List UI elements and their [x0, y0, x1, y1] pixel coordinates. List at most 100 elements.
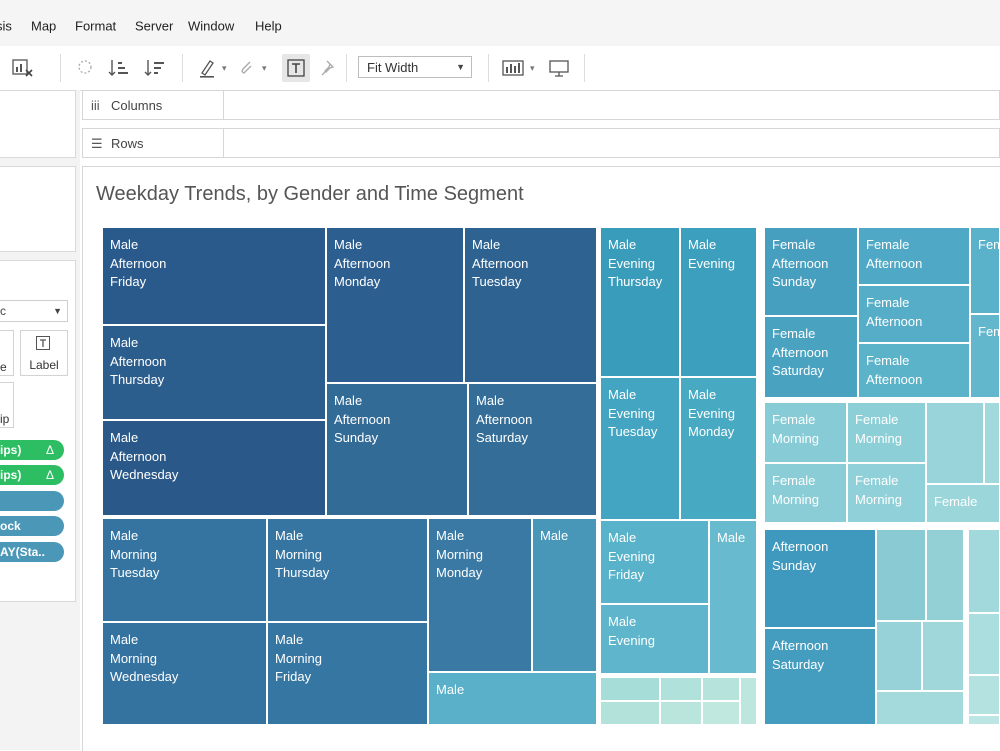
- pill-dimension-1[interactable]: [0, 491, 64, 511]
- tile-female-morning-b[interactable]: Female Morning: [847, 402, 926, 463]
- tile-male-afternoon-sunday[interactable]: Male Afternoon Sunday: [326, 383, 468, 516]
- tile-female-small[interactable]: [968, 715, 1000, 725]
- tile-female-small[interactable]: [968, 675, 1000, 715]
- menu-format[interactable]: Format: [75, 18, 117, 34]
- tile-male-morning-friday[interactable]: Male Morning Friday: [267, 622, 428, 725]
- tile-male-evening-thursday[interactable]: Male Evening Thursday: [600, 227, 680, 377]
- tile-female-small[interactable]: [876, 691, 964, 725]
- tile-male-morning-tuesday[interactable]: Male Morning Tuesday: [102, 518, 267, 622]
- tile-female-morning-small[interactable]: [926, 402, 984, 484]
- lasso-icon[interactable]: [74, 57, 96, 79]
- pill-dimension-time-block[interactable]: ock: [0, 516, 64, 536]
- tile-label-line: Evening: [608, 632, 655, 648]
- show-labels-icon[interactable]: [282, 54, 310, 82]
- tile-male-afternoon-monday[interactable]: Male Afternoon Monday: [326, 227, 464, 383]
- toolbar-separator: [488, 54, 489, 82]
- tile-female-morning-e[interactable]: Female: [926, 484, 1000, 523]
- annotate-icon[interactable]: [236, 57, 258, 79]
- tile-male-morning-monday[interactable]: Male Morning Monday: [428, 518, 532, 672]
- tile-female-afternoon-partial-b[interactable]: Fem: [970, 314, 1000, 398]
- tile-female-afternoon-partial-a[interactable]: Fem: [970, 227, 1000, 314]
- tile-label-line: Male: [608, 237, 637, 252]
- tile-male-evening-other[interactable]: Male: [709, 520, 757, 674]
- tile-label-line: Male: [110, 237, 139, 252]
- clear-sheet-icon[interactable]: [12, 57, 34, 79]
- pin-icon[interactable]: [318, 57, 340, 79]
- tile-small-cell[interactable]: [660, 701, 702, 725]
- tile-male-evening-wednesday[interactable]: Male Evening: [680, 227, 757, 377]
- tile-female-afternoon-saturday[interactable]: Female Afternoon Saturday: [764, 316, 858, 398]
- menu-help[interactable]: Help: [255, 18, 282, 34]
- presentation-icon[interactable]: [548, 57, 570, 79]
- tile-label-line: Morning: [855, 491, 902, 507]
- tile-small-cell[interactable]: [702, 701, 740, 725]
- show-me-icon[interactable]: [502, 57, 524, 79]
- tile-female-morning-small[interactable]: [984, 402, 1000, 484]
- tile-female-afternoon-a[interactable]: Female Afternoon: [858, 227, 970, 285]
- tile-female-small[interactable]: [926, 529, 964, 621]
- tile-female-afternoon-c[interactable]: Female Afternoon: [858, 343, 970, 398]
- tile-male-afternoon-saturday[interactable]: Male Afternoon Saturday: [468, 383, 597, 516]
- show-me-caret-icon[interactable]: ▾: [530, 63, 535, 73]
- tile-label-line: Sunday: [772, 274, 817, 289]
- tile-male-evening-tuesday[interactable]: Male Evening Tuesday: [600, 377, 680, 520]
- menu-analysis[interactable]: sis: [0, 18, 12, 34]
- tile-female-afternoon-sunday[interactable]: Female Afternoon Sunday: [764, 227, 858, 316]
- rows-icon: ☰: [91, 136, 103, 151]
- tile-male-morning-small[interactable]: Male: [428, 672, 597, 725]
- tile-label-line: Thursday: [110, 372, 165, 387]
- rows-shelf[interactable]: ☰ Rows: [82, 128, 1000, 158]
- tile-female-small[interactable]: [922, 621, 964, 691]
- tile-male-evening-monday[interactable]: Male Evening Monday: [680, 377, 757, 520]
- tile-female-small[interactable]: [876, 621, 922, 691]
- fit-width-select[interactable]: Fit Width ▼: [358, 56, 472, 78]
- highlight-icon[interactable]: [196, 57, 218, 79]
- tooltip-button[interactable]: ip: [0, 382, 14, 428]
- tile-male-morning-other[interactable]: Male: [532, 518, 597, 672]
- tile-male-evening-small[interactable]: Male Evening: [600, 604, 709, 674]
- tile-female-small[interactable]: [876, 529, 926, 621]
- tile-label-line: Afternoon: [110, 353, 167, 369]
- tile-male-morning-thursday[interactable]: Male Morning Thursday: [267, 518, 428, 622]
- tile-small-cell[interactable]: [600, 701, 660, 725]
- mark-type-select[interactable]: c ▼: [0, 300, 68, 322]
- pill-measure-tips-1[interactable]: ips) Δ: [0, 440, 64, 460]
- tile-small-cell[interactable]: [660, 677, 702, 701]
- tile-female-afternoon-b[interactable]: Female Afternoon: [858, 285, 970, 343]
- tile-female-small[interactable]: [968, 613, 1000, 675]
- tile-label-line: Morning: [275, 650, 322, 666]
- tile-small-cell[interactable]: [740, 677, 757, 725]
- pill-measure-tips-2[interactable]: ips) Δ: [0, 465, 64, 485]
- tile-female-morning-a[interactable]: Female Morning: [764, 402, 847, 463]
- tile-label-line: Male: [110, 430, 139, 445]
- tile-female-morning-c[interactable]: Female Morning: [764, 463, 847, 523]
- tile-male-evening-friday[interactable]: Male Evening Friday: [600, 520, 709, 604]
- sort-descending-icon[interactable]: [144, 57, 166, 79]
- annotate-caret-icon[interactable]: ▾: [262, 63, 267, 73]
- tile-male-afternoon-tuesday[interactable]: Male Afternoon Tuesday: [464, 227, 597, 383]
- tile-afternoon-saturday[interactable]: Afternoon Saturday: [764, 628, 876, 725]
- tile-male-morning-wednesday[interactable]: Male Morning Wednesday: [102, 622, 267, 725]
- menu-map[interactable]: Map: [31, 18, 57, 34]
- tile-small-cell[interactable]: [600, 677, 660, 701]
- tile-male-afternoon-friday[interactable]: Male Afternoon Friday: [102, 227, 326, 325]
- tile-male-afternoon-wednesday[interactable]: Male Afternoon Wednesday: [102, 420, 326, 516]
- toolbar: ▾ ▾ ▾: [0, 46, 1000, 91]
- mark-type-value: c: [0, 304, 6, 318]
- columns-icon: iii: [91, 98, 100, 113]
- menu-server[interactable]: Server: [135, 18, 174, 34]
- label-button[interactable]: Label: [20, 330, 68, 376]
- tile-label-line: Female: [866, 353, 910, 368]
- pill-dimension-weekday[interactable]: AY(Sta..: [0, 542, 64, 562]
- columns-shelf[interactable]: iii Columns: [82, 90, 1000, 120]
- tile-male-afternoon-thursday[interactable]: Male Afternoon Thursday: [102, 325, 326, 420]
- size-button[interactable]: e: [0, 330, 14, 376]
- highlight-caret-icon[interactable]: ▾: [222, 63, 227, 73]
- tile-label-line: Afternoon: [866, 371, 923, 387]
- menu-window[interactable]: Window: [188, 18, 235, 34]
- tile-female-morning-d[interactable]: Female Morning: [847, 463, 926, 523]
- tile-female-small[interactable]: [968, 529, 1000, 613]
- tile-afternoon-sunday[interactable]: Afternoon Sunday: [764, 529, 876, 628]
- sort-ascending-icon[interactable]: [108, 57, 130, 79]
- tile-small-cell[interactable]: [702, 677, 740, 701]
